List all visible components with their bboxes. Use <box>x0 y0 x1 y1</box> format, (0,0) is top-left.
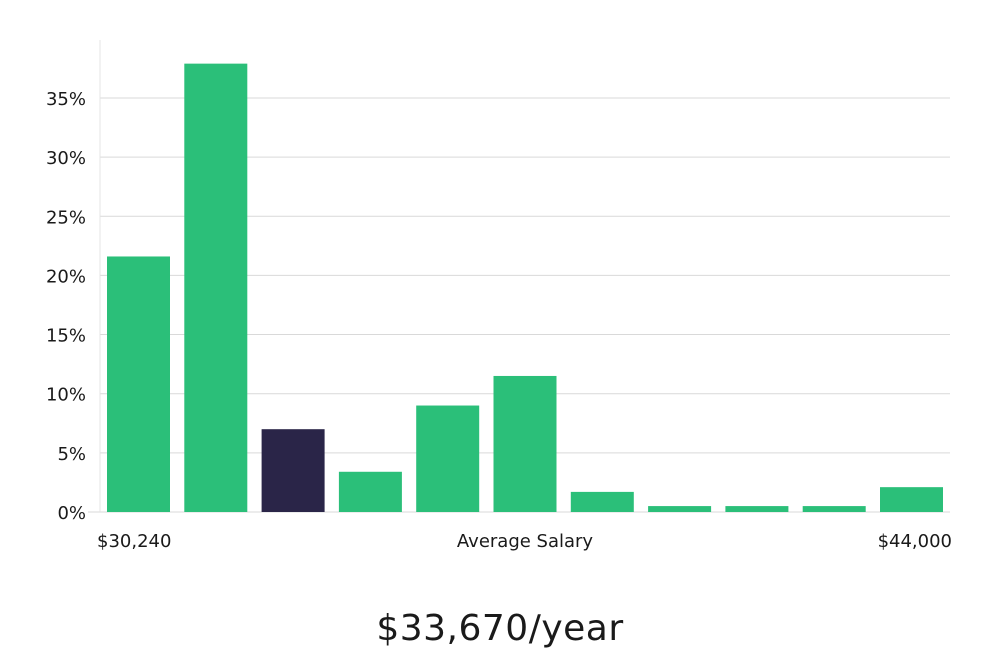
y-tick-label: 10% <box>46 385 86 406</box>
y-tick-labels: 0% 5% 10% 15% 20% 25% 30% 35% <box>46 89 86 524</box>
y-tick-label: 25% <box>46 207 86 228</box>
bar <box>725 506 789 512</box>
bar <box>802 506 866 512</box>
y-tick-label: 35% <box>46 89 86 110</box>
bar <box>416 405 480 512</box>
x-max-label: $44,000 <box>878 531 952 552</box>
y-tick-label: 20% <box>46 266 86 287</box>
x-min-label: $30,240 <box>97 531 171 552</box>
bar <box>648 506 712 512</box>
bar <box>880 487 943 512</box>
bars <box>107 63 943 512</box>
average-salary-value: $33,670/year <box>376 608 624 649</box>
y-tick-label: 0% <box>57 503 86 524</box>
y-tick-label: 30% <box>46 148 86 169</box>
y-tick-label: 15% <box>46 326 86 347</box>
y-tick-label: 5% <box>57 444 86 465</box>
bar <box>570 491 634 512</box>
bar-highlighted <box>261 429 325 512</box>
bar <box>493 375 557 512</box>
x-axis-title: Average Salary <box>457 531 594 552</box>
bar <box>184 63 248 512</box>
bar <box>107 256 170 512</box>
salary-histogram: 0% 5% 10% 15% 20% 25% 30% 35% $30,240 Average S… <box>46 40 952 552</box>
bar <box>338 471 402 512</box>
